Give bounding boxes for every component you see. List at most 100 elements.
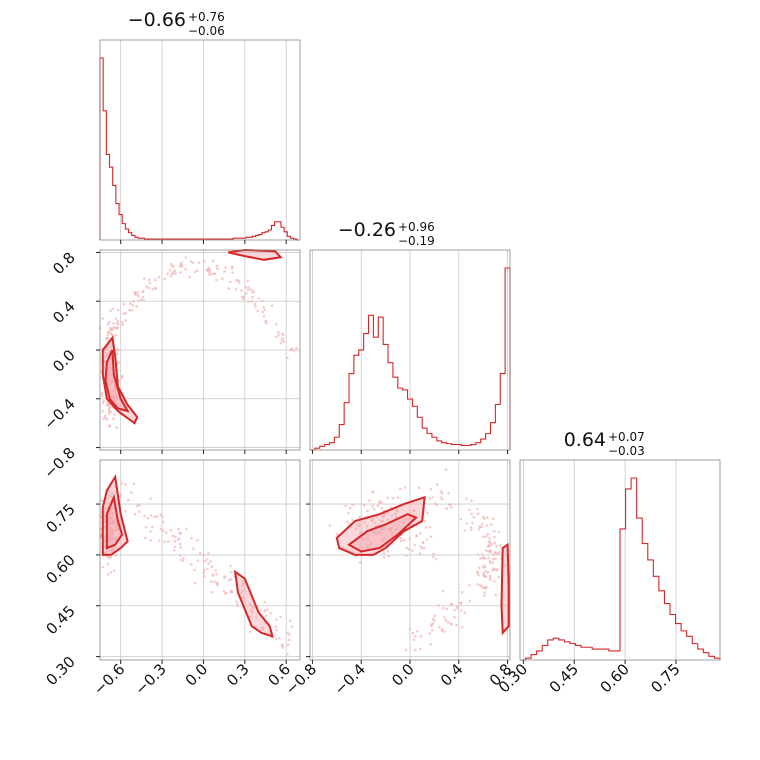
scatter-point [221,277,224,280]
scatter-point [107,407,111,410]
scatter-point [212,259,215,263]
scatter-point [147,278,151,282]
y-tick-label-1-3: 0.4 [49,297,79,327]
scatter-point [277,330,280,334]
scatter-point [488,574,492,578]
scatter-point [414,648,417,652]
scatter-point [116,352,119,355]
scatter-point [263,308,266,312]
scatter-point [480,584,484,588]
histogram-panel-0: −0.66 +0.76−0.06 [99,9,301,244]
x-tick-label-1-2: 0.0 [388,660,418,690]
scatter-point [229,564,232,568]
scatter-point [214,569,218,572]
scatter-point [280,339,284,342]
scatter-point [171,272,174,276]
scatter-point [482,571,485,575]
scatter-point [486,545,490,548]
scatter-point [106,562,110,566]
scatter-point [107,529,111,532]
scatter-point [484,535,488,538]
scatter-point [215,581,219,585]
scatter-point [106,333,109,337]
scatter-point [481,553,484,556]
scatter-point [484,565,487,569]
scatter-point [143,277,146,280]
y-tick-label-2-1: 0.45 [42,602,78,638]
scatter-point [215,278,218,282]
scatter-point [416,630,419,633]
scatter-point [109,570,113,574]
histogram-0-frame [99,39,301,241]
scatter-point [344,504,348,508]
scatter-point [408,537,412,540]
scatter-point [108,424,111,427]
scatter-point [177,528,180,531]
scatter-point [103,520,107,524]
scatter-point [494,557,497,560]
scatter-point [242,298,245,301]
scatter-point [396,496,400,499]
param-1-title-value: −0.26 [338,219,396,241]
scatter-point [202,553,206,557]
scatter-point [443,630,446,633]
scatter-point [381,538,384,542]
scatter-point [222,590,226,593]
scatter-point [450,506,453,509]
scatter-point [115,393,119,397]
scatter-point [490,543,494,546]
scatter-point [120,376,124,380]
scatter-point [101,565,105,569]
scatter-point [441,606,445,610]
scatter-point [460,590,464,594]
scatter-point [238,281,241,285]
scatter-point [404,648,408,652]
scatter-point [381,528,385,532]
scatter-point [455,623,458,627]
scatter-point [209,580,213,583]
scatter-point [111,379,115,382]
scatter-point [361,546,365,550]
scatter-point [144,536,147,540]
scatter-point [434,557,438,561]
scatter-point [177,537,181,540]
scatter-point [234,287,238,291]
scatter-point [240,591,243,595]
scatter-point [437,604,441,607]
scatter-point [480,525,483,528]
scatter-point [169,528,173,532]
scatter-point [459,601,462,605]
scatter-point [399,536,403,540]
scatter-point [215,264,219,268]
scatter-point [498,551,501,554]
scatter-point [365,545,368,549]
scatter-point [256,309,259,313]
scatter-point [386,550,389,553]
scatter-point [133,292,137,295]
scatter-point [196,559,200,562]
scatter-point [124,483,127,486]
scatter-point [347,512,350,515]
scatter-point [207,268,210,272]
scatter-point [115,426,118,429]
scatter-point [394,527,397,531]
scatter-point [178,554,182,557]
scatter-point [104,507,108,511]
scatter-point [389,529,393,533]
scatter-point [249,630,252,633]
scatter-point [476,583,479,586]
scatter-point [145,285,148,288]
scatter-point [251,291,254,294]
scatter-point [229,570,233,574]
scatter-point [274,335,278,339]
scatter-point [149,539,152,542]
scatter-point [278,636,281,640]
y-tick-label-2-3: 0.75 [42,500,78,536]
scatter-point [184,256,188,259]
scatter-point [210,272,214,276]
scatter-point [250,300,253,303]
scatter-point [412,509,416,512]
scatter-point [281,332,284,336]
scatter-point [447,621,450,624]
scatter-point [436,483,439,486]
